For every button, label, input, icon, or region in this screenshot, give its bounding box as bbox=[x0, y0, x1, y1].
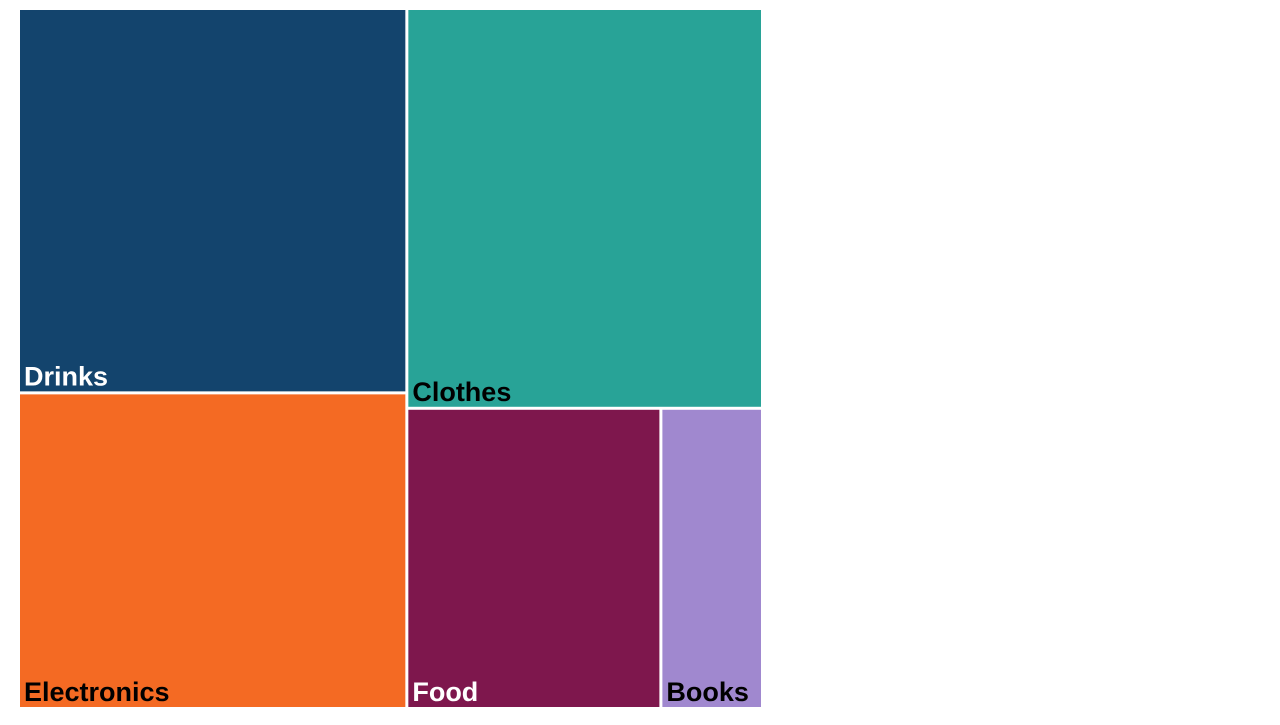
treemap-tile-books bbox=[662, 409, 761, 707]
treemap-label-clothes: Clothes bbox=[412, 377, 511, 407]
treemap-label-books: Books bbox=[666, 677, 749, 707]
treemap-tile-electronics bbox=[20, 394, 406, 707]
treemap-label-food: Food bbox=[412, 677, 478, 707]
treemap-tile-food bbox=[408, 409, 660, 707]
treemap-tile-drinks bbox=[20, 10, 406, 392]
treemap-label-drinks: Drinks bbox=[24, 361, 108, 391]
treemap-label-electronics: Electronics bbox=[24, 677, 170, 707]
treemap-tile-clothes bbox=[408, 10, 761, 407]
